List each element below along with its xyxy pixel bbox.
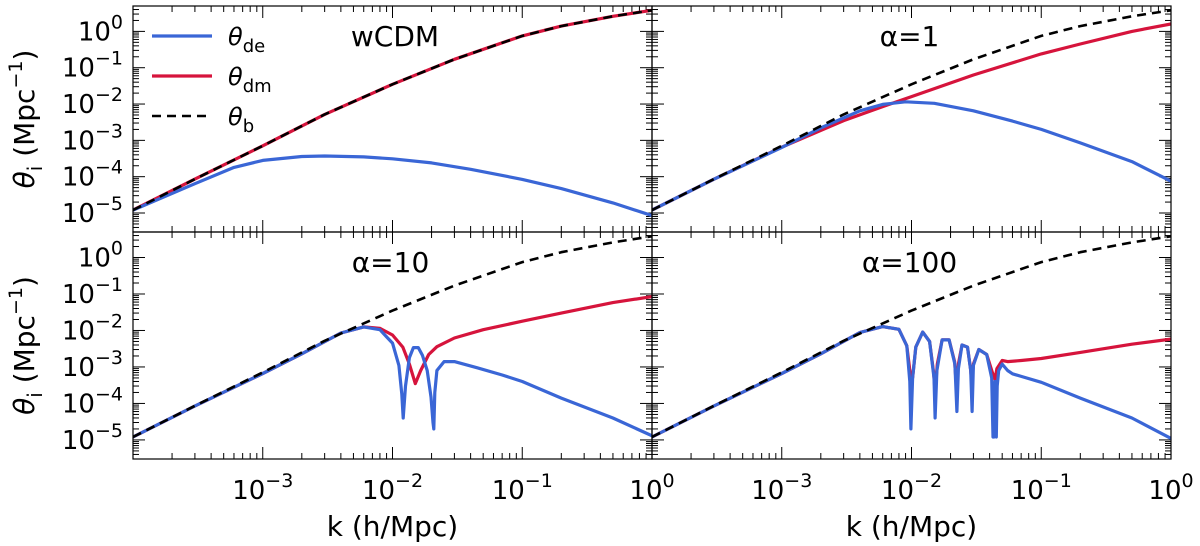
x-tick-label: 10−2 [881, 470, 942, 506]
panel-3: α=10 [132, 231, 653, 460]
y-tick-label: 10−1 [62, 274, 123, 310]
series-line-de [652, 100, 1171, 212]
panel-ticks [651, 5, 1171, 233]
y-tick-label: 100 [78, 11, 123, 47]
legend-label-b: θb [228, 103, 254, 137]
y-tick-label: 10−2 [62, 310, 123, 346]
panel-series [652, 235, 1171, 440]
y-axis-label: θi (Mpc−1) [5, 276, 47, 415]
series-line-de [133, 154, 652, 218]
panels-layer: wCDM α=1 α=10 α=100 [132, 5, 1172, 460]
panel-ticks [132, 5, 652, 233]
panel-title: wCDM [351, 20, 439, 53]
x-tick-label: 10−2 [362, 470, 423, 506]
x-tick-label: 10−1 [492, 470, 553, 506]
panel-frame [651, 231, 1172, 460]
panel-series [133, 8, 652, 218]
legend-label-de: θde [228, 23, 265, 57]
x-tick-label: 100 [629, 470, 674, 506]
panel-1: wCDM [132, 5, 653, 233]
legend-label-dm: θdm [228, 63, 272, 97]
y-axis-label: θi (Mpc−1) [5, 50, 47, 189]
y-tick-label: 10−2 [62, 84, 123, 120]
x-tick-label: 10−3 [232, 470, 293, 506]
x-axis-label: k (h/Mpc) [327, 510, 458, 543]
series-line-de [133, 325, 652, 439]
series-line-b [133, 235, 652, 439]
x-tick-label: 100 [1148, 470, 1193, 506]
panel-title: α=1 [880, 20, 940, 53]
series-line-b [652, 9, 1171, 212]
series-line-b [133, 9, 652, 212]
y-tick-label: 10−1 [62, 48, 123, 84]
panel-series [133, 235, 652, 439]
x-tick-label: 10−1 [1011, 470, 1072, 506]
y-tick-label: 10−3 [62, 120, 123, 156]
y-tick-label: 10−4 [62, 383, 123, 419]
panel-2: α=1 [651, 5, 1172, 233]
y-tick-label: 10−5 [62, 193, 123, 229]
series-line-de [652, 325, 1171, 440]
panel-title: α=100 [862, 246, 957, 279]
panel-title: α=10 [352, 246, 430, 279]
panel-series [652, 9, 1171, 212]
y-tick-label: 100 [78, 238, 123, 274]
series-line-dm [133, 295, 652, 439]
y-tick-label: 10−4 [62, 157, 123, 193]
series-line-b [652, 235, 1171, 439]
x-axis-label: k (h/Mpc) [846, 510, 977, 543]
legend: θde θdm θb [152, 23, 272, 137]
y-tick-label: 10−3 [62, 347, 123, 383]
y-tick-label: 10−5 [62, 420, 123, 456]
x-tick-label: 10−3 [751, 470, 812, 506]
panel-4: α=100 [651, 231, 1172, 460]
